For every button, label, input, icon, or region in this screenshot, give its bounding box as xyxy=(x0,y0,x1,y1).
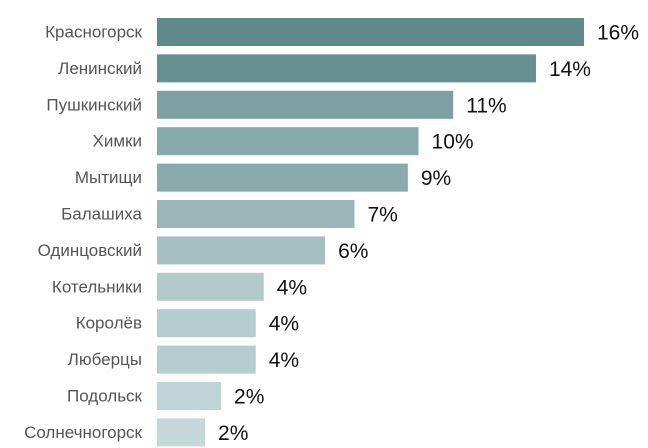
bar xyxy=(157,236,326,265)
category-label: Красногорск xyxy=(45,22,142,41)
value-label: 6% xyxy=(338,240,368,263)
value-label: 9% xyxy=(421,167,451,190)
category-label: Пушкинский xyxy=(46,95,142,114)
category-label: Одинцовский xyxy=(38,241,142,260)
bar xyxy=(157,382,222,410)
value-label: 7% xyxy=(367,204,397,227)
category-label: Люберцы xyxy=(68,350,142,369)
bar xyxy=(157,309,256,338)
category-label: Котельники xyxy=(52,277,142,296)
value-label: 4% xyxy=(277,276,307,299)
category-label: Подольск xyxy=(67,386,143,405)
value-label: 10% xyxy=(432,131,474,154)
category-label: Солнечногорск xyxy=(24,423,142,442)
bar xyxy=(157,127,419,156)
value-label: 4% xyxy=(269,313,299,336)
category-label: Химки xyxy=(93,132,142,151)
category-label: Балашиха xyxy=(61,204,142,223)
bar xyxy=(157,18,584,46)
value-label: 14% xyxy=(549,58,591,81)
value-label: 2% xyxy=(234,386,264,409)
value-label: 2% xyxy=(218,422,248,445)
bar xyxy=(157,418,206,447)
value-label: 4% xyxy=(269,349,299,372)
category-label: Королёв xyxy=(76,314,142,333)
value-label: 16% xyxy=(597,22,639,45)
bar xyxy=(157,200,355,228)
value-label: 11% xyxy=(466,94,506,117)
category-label: Ленинский xyxy=(58,59,142,78)
bar xyxy=(157,163,408,192)
bar xyxy=(157,54,536,83)
bar xyxy=(157,90,454,119)
bar xyxy=(157,272,264,301)
category-label: Мытищи xyxy=(75,168,142,187)
bar xyxy=(157,345,256,374)
